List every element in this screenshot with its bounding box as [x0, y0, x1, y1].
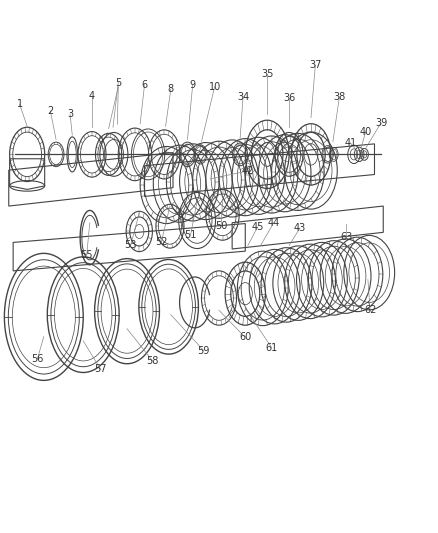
Text: 52: 52	[155, 237, 167, 247]
Text: 55: 55	[81, 249, 93, 260]
Text: 44: 44	[268, 217, 280, 228]
Text: 34: 34	[237, 92, 249, 102]
Text: 63: 63	[340, 232, 352, 242]
Text: 53: 53	[124, 240, 137, 251]
Text: 8: 8	[168, 84, 174, 94]
Text: 59: 59	[198, 345, 210, 356]
Text: 40: 40	[360, 127, 372, 136]
Text: 10: 10	[208, 82, 221, 92]
Text: 56: 56	[31, 354, 43, 365]
Text: 37: 37	[309, 60, 321, 70]
Text: 57: 57	[95, 365, 107, 374]
Text: 41: 41	[344, 138, 357, 148]
Text: 51: 51	[184, 230, 197, 240]
Text: 43: 43	[294, 223, 306, 233]
Text: 61: 61	[265, 343, 278, 352]
Text: 2: 2	[47, 106, 53, 116]
Text: 45: 45	[251, 222, 264, 232]
Text: 60: 60	[239, 333, 251, 343]
Text: 38: 38	[333, 92, 346, 102]
Text: 1: 1	[17, 100, 23, 109]
Text: 5: 5	[115, 77, 121, 87]
Text: 9: 9	[190, 80, 196, 90]
Text: 58: 58	[146, 356, 159, 366]
Text: 6: 6	[141, 80, 148, 90]
Text: 39: 39	[375, 118, 387, 128]
Text: 35: 35	[261, 69, 273, 79]
Text: 3: 3	[67, 109, 73, 119]
Text: 50: 50	[215, 221, 227, 231]
Text: 4: 4	[89, 91, 95, 101]
Text: 42: 42	[241, 166, 254, 176]
Text: 62: 62	[364, 305, 376, 316]
Text: 36: 36	[283, 93, 295, 103]
